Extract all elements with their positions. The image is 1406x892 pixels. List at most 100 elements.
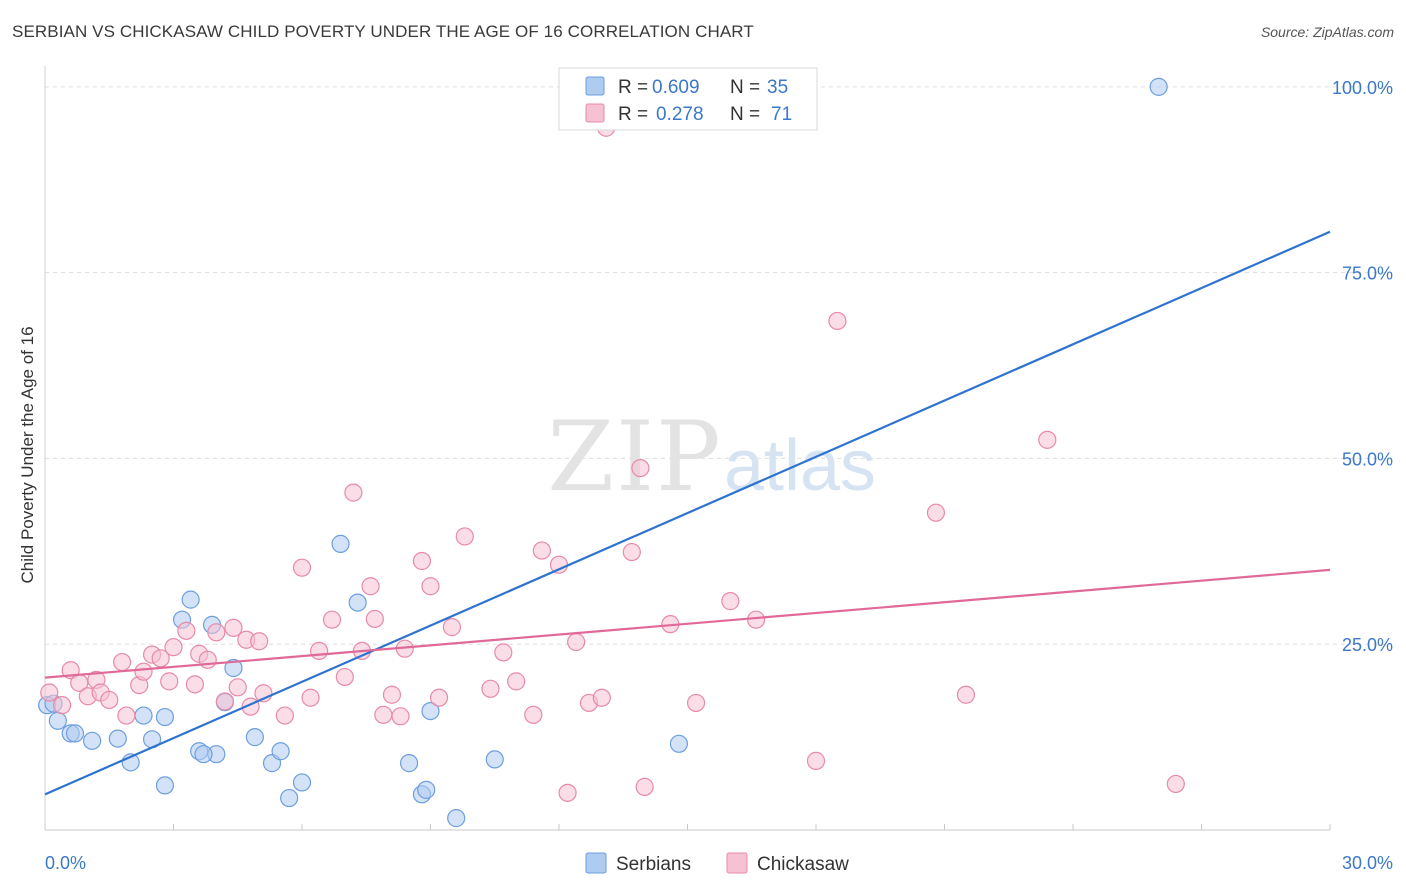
chickasaw-point bbox=[412, 551, 432, 571]
chickasaw-trend-line bbox=[44, 568, 1331, 679]
legend-r-label-2: R = bbox=[618, 104, 648, 125]
chickasaw-point bbox=[686, 693, 706, 713]
chickasaw-point bbox=[1038, 430, 1057, 449]
legend-swatch-serbians bbox=[585, 76, 605, 96]
serbians-point bbox=[181, 590, 200, 609]
chickasaw-point bbox=[532, 541, 551, 560]
x-tick-label-min: 0.0% bbox=[45, 853, 86, 873]
serbians-point bbox=[669, 734, 689, 753]
chickasaw-point bbox=[455, 527, 474, 546]
serbians-point bbox=[280, 788, 299, 808]
serbians-point bbox=[108, 729, 127, 748]
serbians-point bbox=[331, 534, 350, 553]
serbians-trend-line bbox=[44, 230, 1331, 796]
trend-lines bbox=[44, 230, 1331, 796]
chickasaw-point bbox=[524, 705, 543, 724]
chickasaw-point bbox=[631, 458, 650, 478]
chickasaw-point bbox=[112, 652, 132, 672]
chickasaw-point bbox=[494, 643, 513, 662]
serbians-point bbox=[292, 773, 312, 792]
legend-n-label-1: N = bbox=[730, 77, 760, 98]
watermark-zip: ZIP bbox=[547, 401, 722, 513]
bottom-legend-serbians: Serbians bbox=[616, 854, 691, 875]
chickasaw-point bbox=[549, 555, 569, 574]
chickasaw-point bbox=[361, 577, 380, 596]
chickasaw-point bbox=[382, 685, 402, 704]
chickasaw-point bbox=[301, 688, 320, 707]
chickasaw-point bbox=[365, 609, 384, 629]
chickasaw-point bbox=[592, 688, 611, 707]
serbians-point bbox=[485, 750, 504, 769]
legend-r-value-2: 0.278 bbox=[656, 104, 704, 125]
legend-r-value-1: 0.609 bbox=[652, 77, 700, 98]
serbians-point bbox=[224, 658, 243, 678]
chickasaw-point bbox=[100, 690, 119, 710]
y-tick-labels: 25.0% 50.0% 75.0% 100.0% bbox=[1332, 78, 1393, 655]
chickasaw-point bbox=[151, 649, 170, 668]
serbians-point bbox=[134, 706, 153, 725]
legend-n-label-2: N = bbox=[730, 104, 760, 125]
chickasaw-point bbox=[164, 638, 183, 657]
chickasaw-point bbox=[53, 696, 72, 715]
x-tick-label-max: 30.0% bbox=[1342, 853, 1393, 873]
bottom-legend-swatch-serbians bbox=[585, 852, 607, 874]
chickasaw-point bbox=[926, 503, 946, 522]
serbians-point bbox=[271, 742, 290, 761]
chickasaw-point bbox=[275, 706, 294, 725]
chickasaw-point bbox=[746, 610, 766, 629]
chickasaw-point bbox=[558, 783, 577, 802]
serbians-point bbox=[155, 776, 175, 795]
chickasaw-point bbox=[828, 311, 847, 331]
bottom-legend-swatch-chickasaw bbox=[726, 852, 748, 874]
serbians-point bbox=[348, 593, 367, 612]
chickasaw-point bbox=[215, 692, 234, 711]
chickasaw-point bbox=[177, 621, 196, 640]
series-legend: Serbians Chickasaw bbox=[585, 852, 849, 875]
gridlines bbox=[45, 86, 1392, 645]
serbians-point bbox=[65, 724, 85, 743]
chickasaw-point bbox=[134, 662, 153, 681]
chickasaw-point bbox=[322, 610, 342, 629]
chickasaw-point bbox=[567, 632, 586, 652]
serbians-point bbox=[48, 711, 67, 730]
chickasaw-point bbox=[310, 641, 329, 661]
chickasaw-point bbox=[481, 679, 500, 698]
chart-title: SERBIAN VS CHICKASAW CHILD POVERTY UNDER… bbox=[12, 22, 754, 41]
legend-swatch-chickasaw bbox=[585, 103, 605, 123]
chickasaw-point bbox=[956, 685, 976, 704]
watermark: ZIP atlas bbox=[547, 401, 876, 513]
chickasaw-point bbox=[40, 683, 59, 702]
legend-n-value-2: 71 bbox=[771, 104, 792, 125]
serbians-point bbox=[1149, 77, 1168, 96]
chickasaw-point bbox=[335, 667, 354, 687]
chickasaw-point bbox=[292, 558, 312, 577]
chickasaw-point bbox=[635, 777, 654, 796]
chickasaw-point bbox=[622, 542, 641, 562]
serbians-point bbox=[155, 707, 175, 727]
chickasaw-point bbox=[391, 707, 410, 726]
chickasaw-point bbox=[1166, 774, 1185, 794]
chickasaw-point bbox=[429, 688, 449, 707]
bottom-legend-chickasaw: Chickasaw bbox=[757, 854, 849, 875]
chickasaw-point bbox=[185, 675, 205, 694]
legend-n-value-1: 35 bbox=[767, 77, 788, 98]
chickasaw-point bbox=[344, 483, 363, 502]
legend-r-label-1: R = bbox=[618, 77, 648, 98]
chickasaw-point bbox=[374, 705, 393, 724]
serbians-point bbox=[245, 728, 264, 747]
serbians-point bbox=[417, 780, 436, 799]
chickasaw-point bbox=[721, 592, 740, 611]
y-tick-label: 50.0% bbox=[1342, 449, 1393, 469]
chickasaw-point bbox=[198, 650, 217, 669]
serbians-point bbox=[447, 809, 466, 828]
x-tick-labels: 0.0% 30.0% bbox=[45, 853, 1393, 873]
y-axis-label: Child Poverty Under the Age of 16 bbox=[18, 326, 37, 583]
chickasaw-point bbox=[228, 678, 247, 697]
chickasaw-point bbox=[160, 672, 179, 691]
chickasaw-point bbox=[117, 706, 136, 725]
watermark-atlas: atlas bbox=[724, 426, 876, 506]
y-tick-label: 75.0% bbox=[1342, 264, 1393, 284]
correlation-legend: R = 0.609 N = 35 R = 0.278 N = 71 bbox=[558, 67, 818, 131]
source-credit: Source: ZipAtlas.com bbox=[1260, 24, 1394, 40]
